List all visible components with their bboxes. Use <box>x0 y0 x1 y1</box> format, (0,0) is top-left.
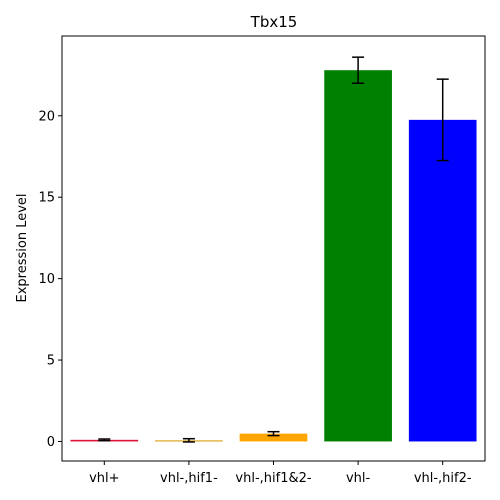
bar-2 <box>239 433 308 442</box>
x-tick-label-4: vhl-,hif2- <box>414 471 472 486</box>
chart-title: Tbx15 <box>250 13 298 31</box>
bar-3 <box>324 70 392 442</box>
y-tick-label-1: 5 <box>47 354 55 369</box>
x-tick-label-2: vhl-,hif1&2- <box>235 471 311 486</box>
plot-frame <box>61 35 486 462</box>
y-tick-label-0: 0 <box>47 435 55 450</box>
y-tick-label-2: 10 <box>38 272 55 287</box>
plot-area: 0 5 10 15 20 vhl+ vhl-,hif1- vhl-,hif1&2- vhl-vh… <box>38 56 477 486</box>
x-tick-label-0: vhl+ <box>89 471 119 486</box>
y-tick-label-3: 15 <box>38 191 55 206</box>
y-tick-label-4: 20 <box>38 109 55 124</box>
x-tick-label-1: vhl-,hif1- <box>160 471 218 486</box>
x-tick-label-3: vhl- <box>346 471 371 486</box>
y-axis-label: Expression Level <box>15 193 30 302</box>
bar-4 <box>408 119 477 442</box>
